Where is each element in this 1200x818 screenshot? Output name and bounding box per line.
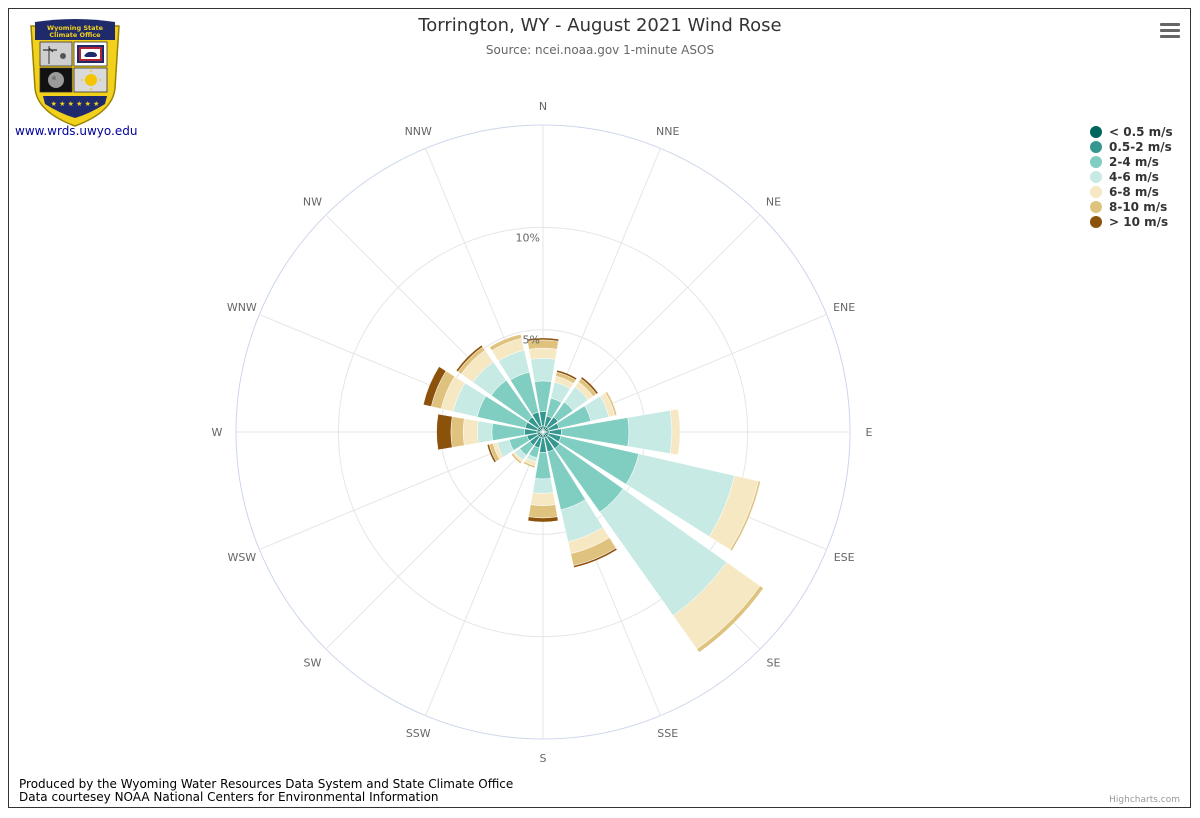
chart-title: Torrington, WY - August 2021 Wind Rose	[418, 15, 782, 36]
chart-subtitle: Source: ncei.noaa.gov 1-minute ASOS	[485, 43, 715, 57]
bar-SSW-series-5[interactable]	[523, 461, 536, 469]
legend-item[interactable]: > 10 m/s	[1090, 214, 1173, 229]
menu-bar-icon	[1160, 35, 1180, 38]
legend-label: 6-8 m/s	[1109, 184, 1159, 199]
legend-label: < 0.5 m/s	[1109, 124, 1173, 139]
legend-symbol	[1090, 185, 1102, 198]
bar-S-series-3[interactable]	[532, 478, 554, 494]
bar-SSE-series-6[interactable]	[573, 547, 618, 569]
legend-label: 8-10 m/s	[1109, 199, 1168, 214]
polar-labels: 5% 10% N NNE NE ENE E ESE SE SSE S SSW SW WSW W WNW NW NN…	[212, 100, 873, 765]
direction-label-NNW: NNW	[405, 125, 432, 138]
legend-label: > 10 m/s	[1109, 214, 1169, 229]
highcharts-credit[interactable]: Highcharts.com	[1109, 795, 1180, 805]
svg-text:Climate Office: Climate Office	[49, 31, 101, 39]
legend-item[interactable]: 6-8 m/s	[1090, 184, 1173, 199]
bar-S-series-6[interactable]	[527, 516, 559, 523]
footer-credits: Produced by the Wyoming Water Resources …	[19, 778, 513, 804]
direction-label-N: N	[539, 100, 547, 113]
direction-label-NNE: NNE	[656, 125, 679, 138]
legend-label: 0.5-2 m/s	[1109, 139, 1172, 154]
legend-item[interactable]: 4-6 m/s	[1090, 169, 1173, 184]
footer-line-1: Produced by the Wyoming Water Resources …	[19, 777, 514, 791]
bar-W-series-6[interactable]	[436, 413, 453, 451]
radial-tick-label: 10%	[516, 231, 540, 244]
bar-W-series-3[interactable]	[477, 420, 493, 444]
legend-symbol	[1090, 155, 1102, 168]
radial-tick-label: 5%	[523, 334, 540, 347]
menu-bar-icon	[1160, 23, 1180, 26]
legend-symbol	[1090, 200, 1102, 213]
svg-text:★ ★ ★ ★ ★ ★: ★ ★ ★ ★ ★ ★	[51, 100, 100, 108]
bar-WSW-series-6[interactable]	[486, 443, 497, 463]
legend-label: 2-4 m/s	[1109, 154, 1159, 169]
legend-symbol	[1090, 140, 1102, 153]
direction-label-SW: SW	[304, 657, 322, 670]
direction-label-SSW: SSW	[406, 727, 431, 740]
legend-item[interactable]: 0.5-2 m/s	[1090, 139, 1173, 154]
direction-label-ESE: ESE	[834, 551, 855, 564]
angular-gridline	[325, 431, 544, 650]
direction-label-NW: NW	[303, 195, 322, 208]
legend-label: 4-6 m/s	[1109, 169, 1159, 184]
bar-SE-series-5[interactable]	[696, 585, 764, 653]
direction-label-SSE: SSE	[657, 727, 678, 740]
bar-E-series-4[interactable]	[669, 408, 681, 456]
bar-N-series-3[interactable]	[530, 358, 556, 382]
bar-S-series-5[interactable]	[528, 504, 558, 519]
bar-S-series-4[interactable]	[530, 492, 556, 506]
bar-SW-series-5[interactable]	[510, 452, 523, 465]
direction-label-WNW: WNW	[227, 301, 257, 314]
climate-office-logo: Wyoming State Climate Office ★ ★ ★ ★ ★ ★	[30, 19, 120, 127]
bar-NNW-series-5[interactable]	[489, 333, 522, 351]
bar-NNE-series-6[interactable]	[556, 369, 578, 381]
bar-N-series-6[interactable]	[526, 337, 560, 342]
bar-NE-series-6[interactable]	[580, 376, 599, 395]
bar-NW-series-6[interactable]	[455, 344, 483, 372]
bar-ENE-series-5[interactable]	[605, 391, 618, 416]
angular-gridline	[425, 431, 544, 716]
direction-label-NE: NE	[766, 195, 781, 208]
direction-label-W: W	[212, 426, 223, 439]
menu-bar-icon	[1160, 29, 1180, 32]
bar-W-series-5[interactable]	[450, 416, 465, 448]
bar-WNW-series-6[interactable]	[422, 366, 447, 407]
direction-label-S: S	[540, 752, 547, 765]
hamburger-menu-icon[interactable]	[1158, 20, 1182, 42]
bar-N-series-4[interactable]	[528, 347, 558, 360]
wind-rose-bars	[422, 333, 764, 653]
legend-symbol	[1090, 215, 1102, 228]
legend-symbol	[1090, 170, 1102, 183]
legend-item[interactable]: 8-10 m/s	[1090, 199, 1173, 214]
direction-label-WSW: WSW	[227, 551, 256, 564]
direction-label-ENE: ENE	[833, 301, 855, 314]
direction-label-E: E	[866, 426, 873, 439]
legend-symbol	[1090, 125, 1102, 138]
bar-E-series-3[interactable]	[627, 410, 673, 454]
svg-text:Wyoming State: Wyoming State	[47, 24, 104, 32]
legend-item[interactable]: 2-4 m/s	[1090, 154, 1173, 169]
wrds-website-link[interactable]: www.wrds.uwyo.edu	[15, 124, 138, 138]
footer-line-2: Data courtesey NOAA National Centers for…	[19, 790, 439, 804]
direction-label-SE: SE	[767, 657, 781, 670]
legend-item[interactable]: < 0.5 m/s	[1090, 124, 1173, 139]
legend: < 0.5 m/s 0.5-2 m/s 2-4 m/s 4-6 m/s 6-8 m/s 8…	[1090, 124, 1173, 229]
bar-ESE-series-5[interactable]	[729, 480, 761, 552]
bar-W-series-4[interactable]	[462, 418, 479, 446]
